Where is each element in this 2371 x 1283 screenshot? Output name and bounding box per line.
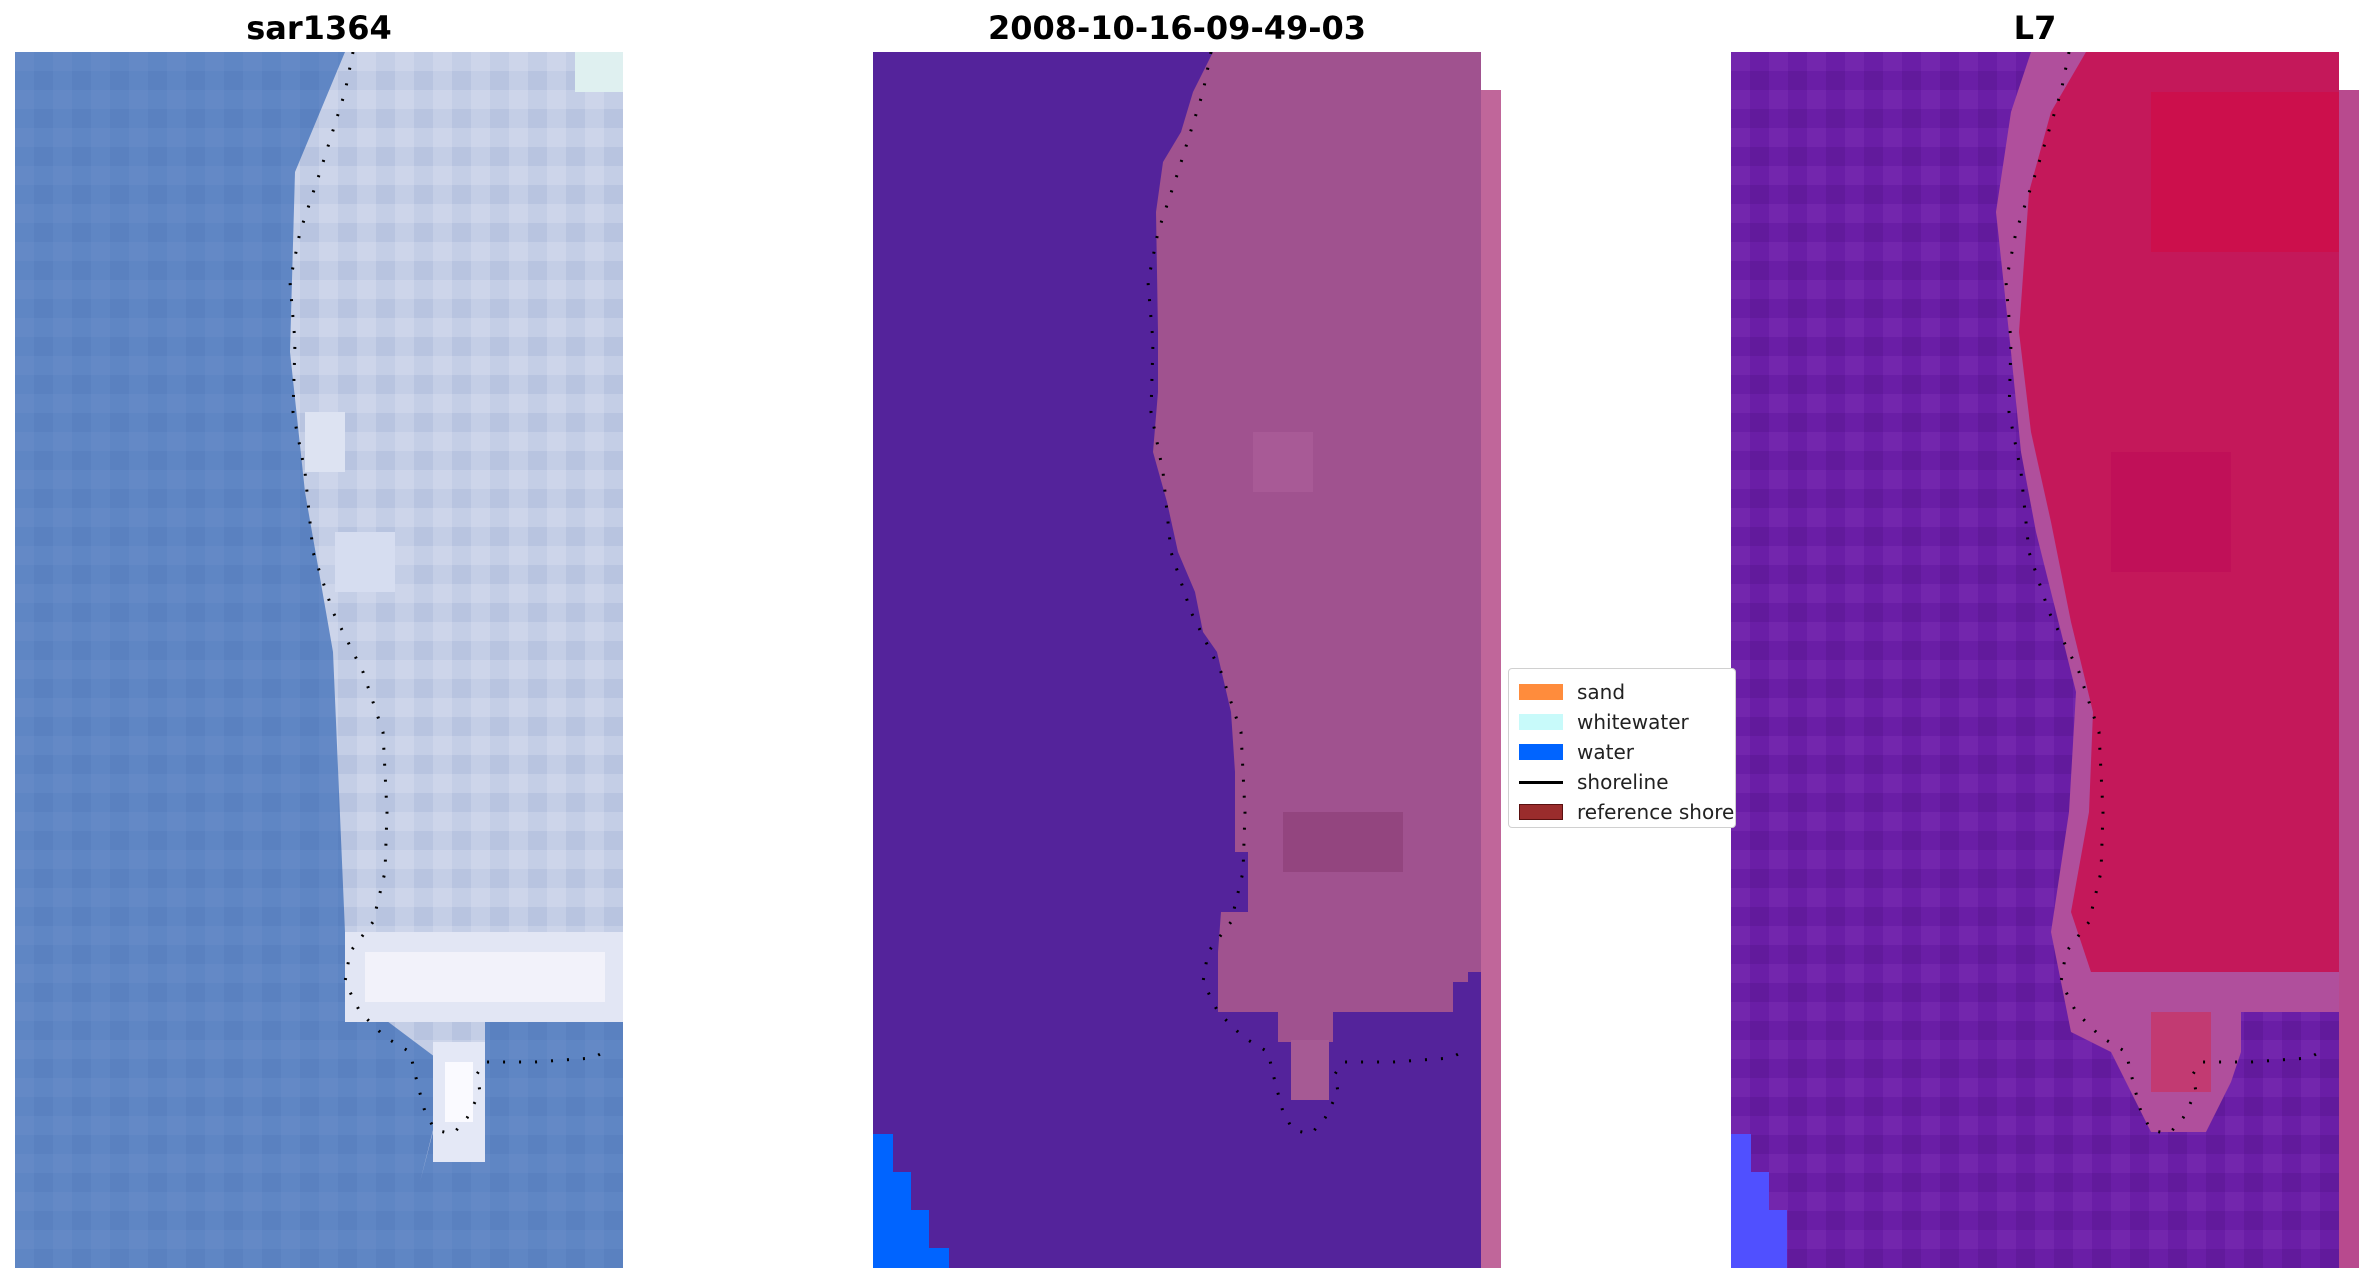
legend-item-reference-shoreline: reference shoreline <box>1509 797 1735 827</box>
panel-title-date: 2008-10-16-09-49-03 <box>987 9 1367 47</box>
classified-image-panel <box>873 52 1501 1268</box>
reference-shoreline-swatch <box>1519 804 1563 820</box>
legend-label: whitewater <box>1577 710 1689 734</box>
legend-item-sand: sand <box>1509 677 1735 707</box>
sand-swatch <box>1519 684 1563 700</box>
class-blue-corner <box>873 1134 949 1268</box>
panel-title-sar: sar1364 <box>246 9 392 47</box>
l7-image-panel <box>1731 52 2359 1268</box>
l7-right-edge-strip <box>2339 90 2359 1268</box>
whitewater-swatch <box>1519 714 1563 730</box>
shoreline-line-sample <box>1519 781 1563 784</box>
legend-item-shoreline: shoreline <box>1509 767 1735 797</box>
legend-label: reference shoreline <box>1577 800 1735 824</box>
legend-label: water <box>1577 740 1634 764</box>
class-islet <box>1291 1040 1329 1100</box>
sar-land-area <box>290 52 623 1182</box>
legend-item-whitewater: whitewater <box>1509 707 1735 737</box>
sar-image-panel <box>15 52 623 1268</box>
panel-title-l7: L7 <box>2013 9 2057 47</box>
legend-label: shoreline <box>1577 770 1669 794</box>
water-swatch <box>1519 744 1563 760</box>
legend-label: sand <box>1577 680 1626 704</box>
legend: sand whitewater water shoreline referenc… <box>1508 668 1736 828</box>
l7-blue-corner <box>1731 1134 1787 1268</box>
class-right-edge-strip <box>1481 90 1501 1268</box>
legend-item-water: water <box>1509 737 1735 767</box>
class-land-overlay <box>1153 52 1481 1042</box>
